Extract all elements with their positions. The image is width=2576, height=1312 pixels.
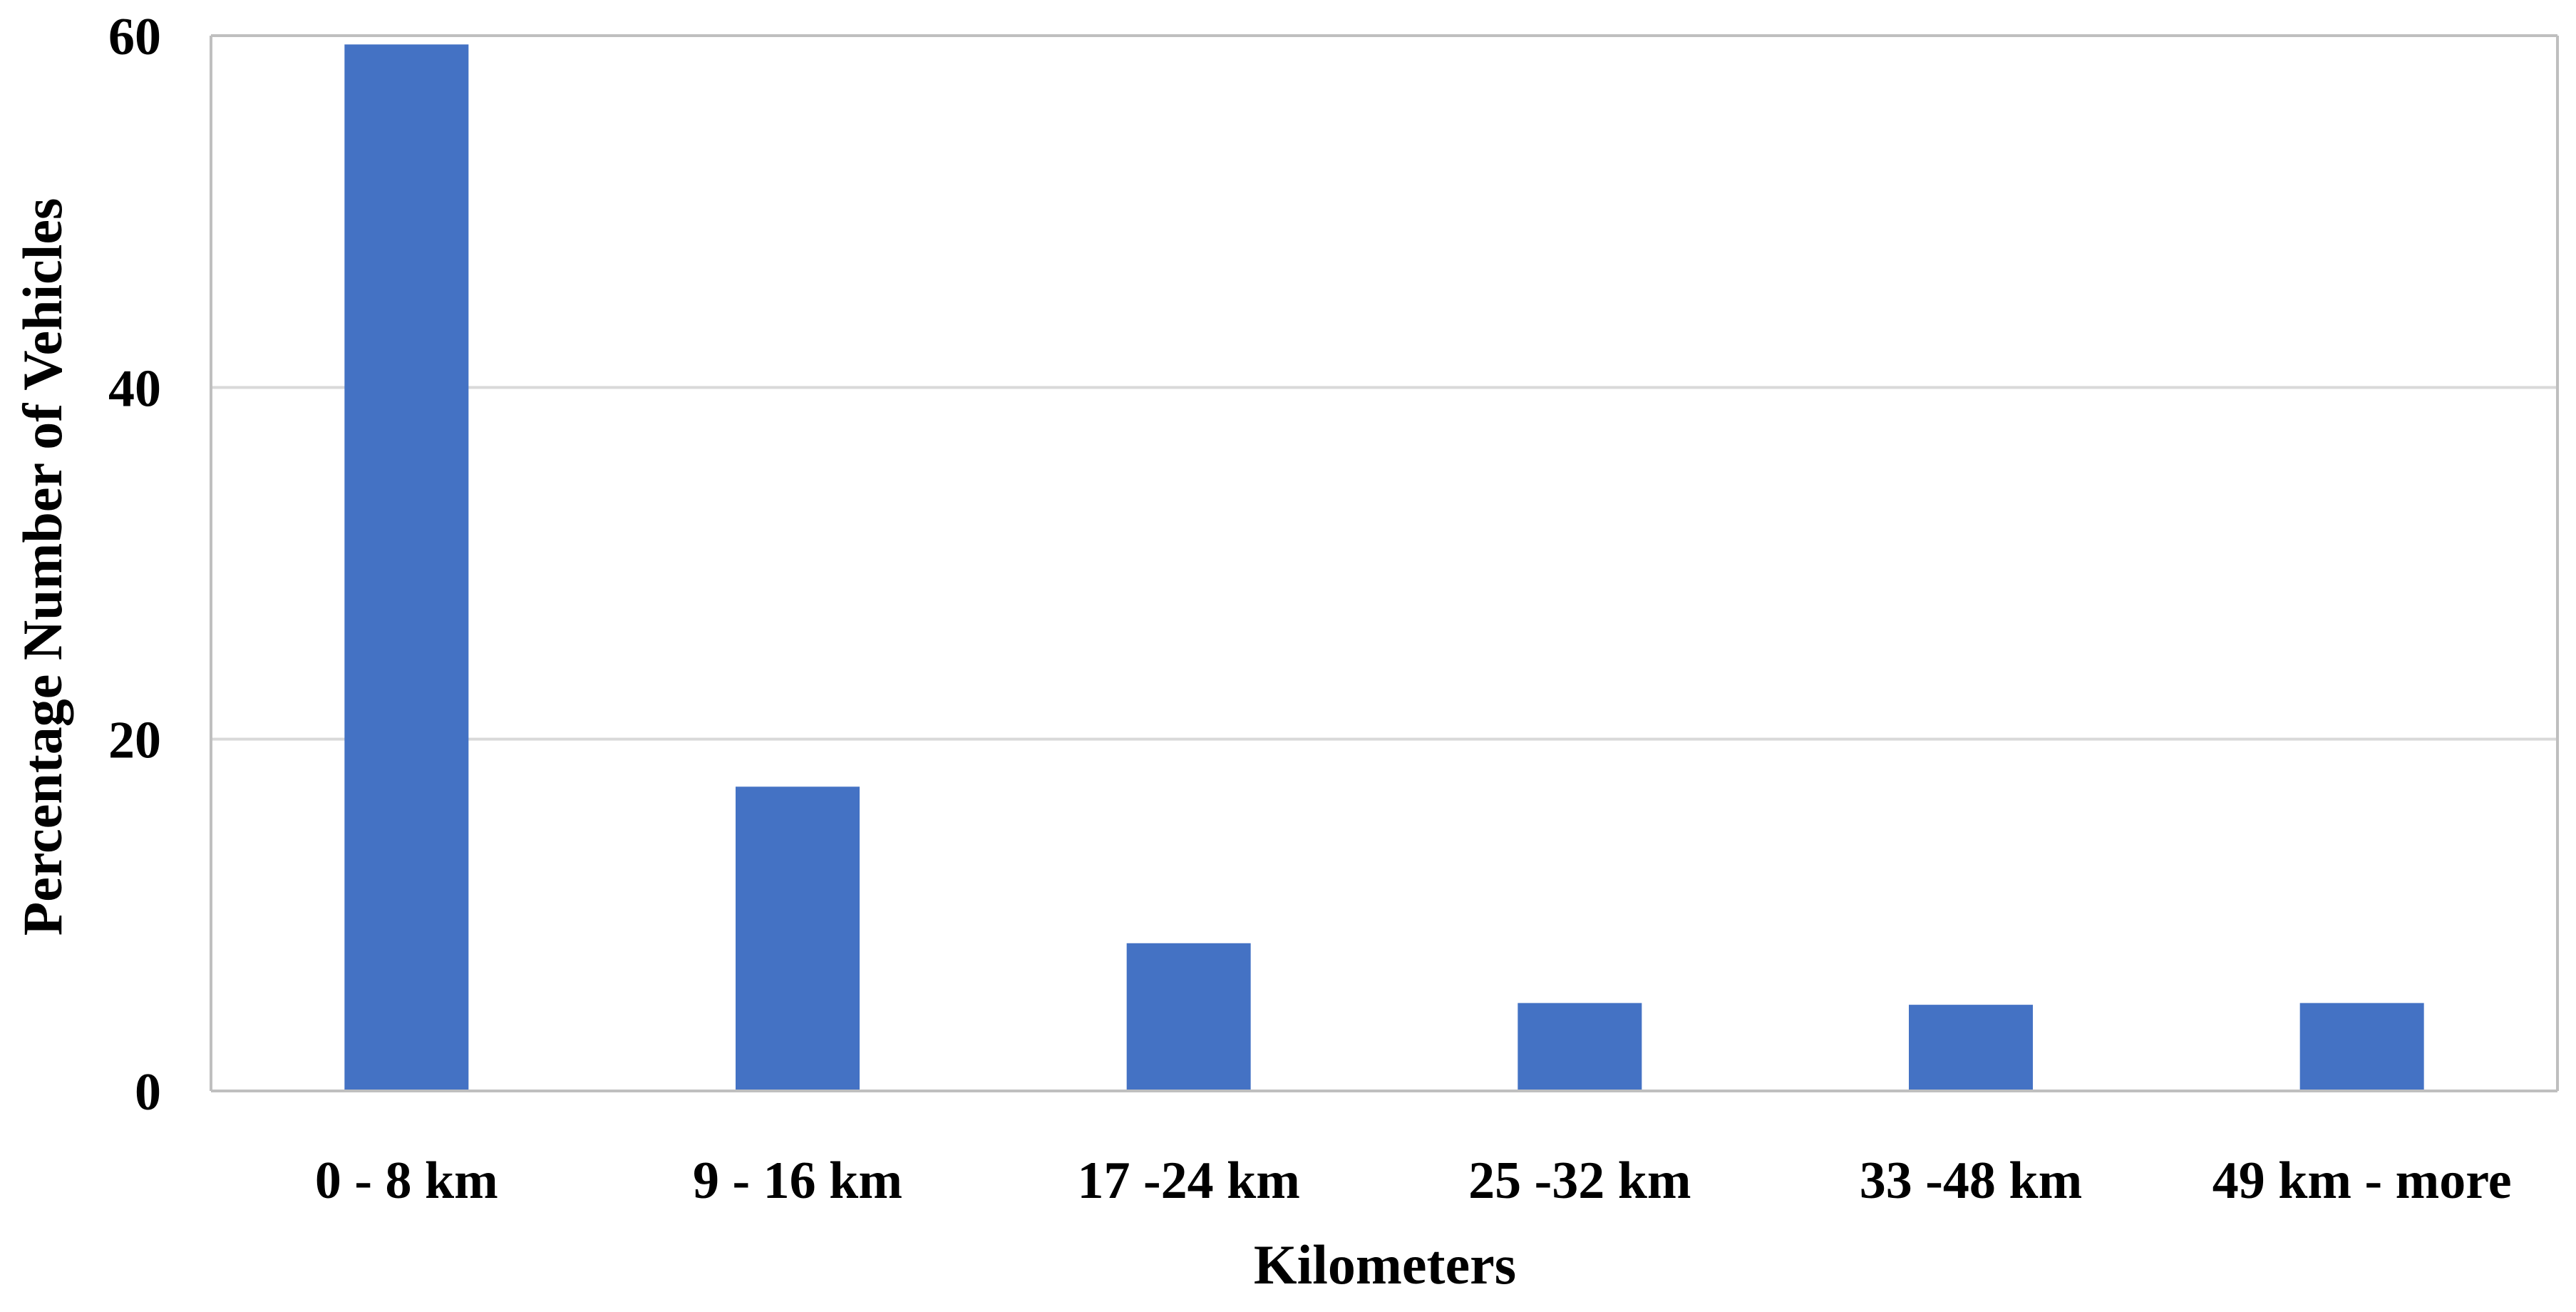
- x-tick-label: 49 km - more: [2212, 1152, 2512, 1210]
- y-tick-label: 0: [135, 1063, 161, 1122]
- bar: [1909, 1005, 2033, 1091]
- x-tick-labels: 0 - 8 km 9 - 16 km 17 -24 km 25 -32 km 33 -4…: [315, 1152, 2512, 1210]
- x-tick-label: 25 -32 km: [1468, 1152, 1691, 1210]
- bar: [344, 44, 469, 1091]
- x-tick-label: 17 -24 km: [1077, 1152, 1299, 1210]
- x-axis-title: Kilometers: [1254, 1234, 1516, 1296]
- y-tick-label: 20: [108, 712, 161, 770]
- x-tick-label: 9 - 16 km: [693, 1152, 902, 1210]
- x-tick-label: 33 -48 km: [1860, 1152, 2082, 1210]
- bar: [736, 786, 860, 1091]
- bar: [1126, 943, 1251, 1091]
- axes: [210, 34, 2559, 1092]
- x-tick-label: 0 - 8 km: [315, 1152, 498, 1210]
- bar: [1518, 1003, 1642, 1091]
- gridlines: [211, 34, 2557, 741]
- bars: [344, 44, 2424, 1091]
- y-axis-title: Percentage Number of Vehicles: [11, 198, 73, 936]
- bar: [2299, 1003, 2424, 1091]
- y-tick-label: 40: [108, 359, 161, 418]
- y-tick-labels: 0 20 40 60: [108, 8, 161, 1122]
- y-tick-label: 60: [108, 8, 161, 66]
